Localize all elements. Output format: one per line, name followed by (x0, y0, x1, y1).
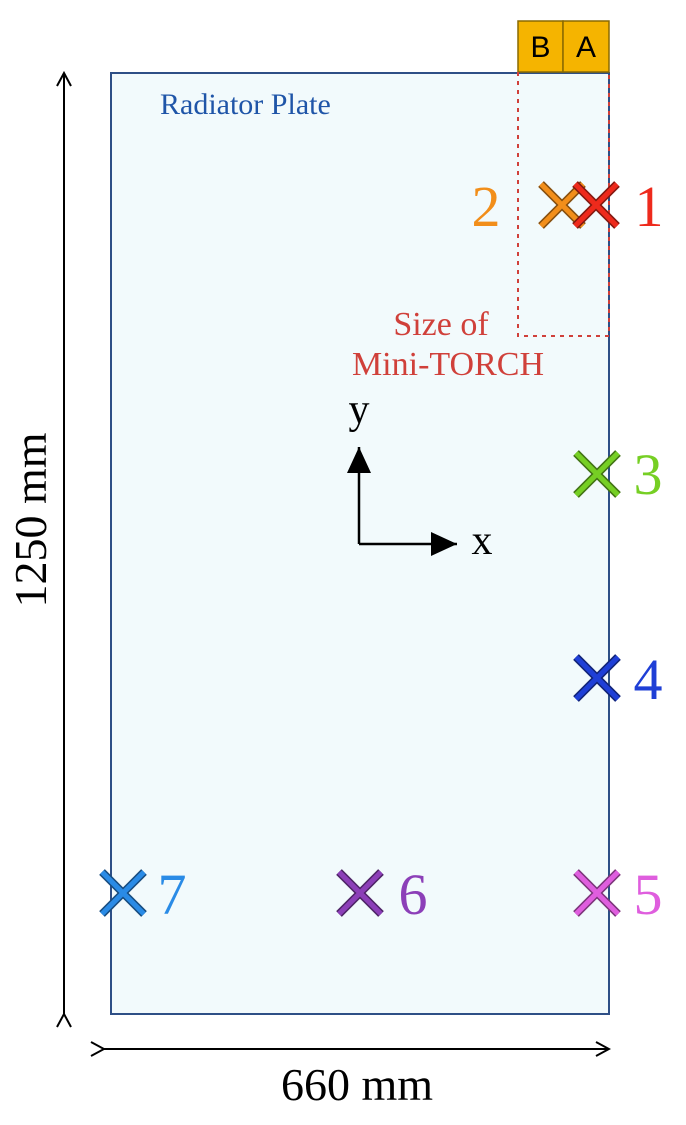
marker-label-2: 2 (472, 174, 501, 239)
cross-icon (573, 450, 621, 498)
plate-title: Radiator Plate (160, 88, 331, 121)
y-axis-label: y (349, 387, 370, 433)
x-axis-label: x (472, 518, 493, 564)
marker-6: 6 (336, 862, 428, 927)
mini-torch-label-line1: Size of (393, 306, 489, 343)
marker-label-3: 3 (634, 442, 663, 507)
cross-icon (538, 181, 586, 229)
marker-label-6: 6 (399, 862, 428, 927)
cross-icon (573, 869, 621, 917)
cross-icon (99, 869, 147, 917)
marker-label-1: 1 (635, 174, 664, 239)
width-dimension-label: 660 mm (281, 1059, 433, 1110)
marker-1: 1 (572, 174, 664, 239)
cross-icon (572, 181, 620, 229)
height-dimension-label: 1250 mm (5, 432, 56, 607)
marker-label-7: 7 (158, 862, 187, 927)
cross-icon (573, 654, 621, 702)
mini-torch-label-line2: Mini-TORCH (352, 346, 544, 383)
cross-icon (336, 869, 384, 917)
module-label-a: A (576, 31, 596, 64)
marker-label-5: 5 (634, 862, 663, 927)
module-label-b: B (530, 31, 550, 64)
marker-5: 5 (573, 862, 663, 927)
marker-7: 7 (99, 862, 187, 927)
marker-3: 3 (573, 442, 663, 507)
module-box-b: B (517, 20, 564, 73)
marker-label-4: 4 (634, 647, 663, 712)
mini-torch-outline (517, 72, 610, 337)
marker-2: 2 (472, 174, 586, 239)
marker-4: 4 (573, 647, 663, 712)
module-box-a: A (562, 20, 610, 73)
